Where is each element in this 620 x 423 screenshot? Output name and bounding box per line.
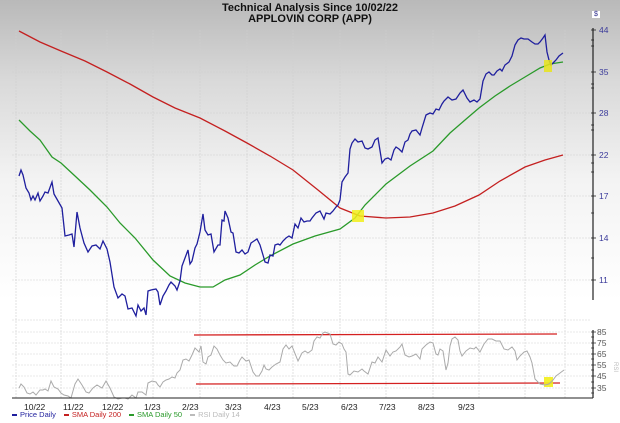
- price-tick-22: 22: [599, 150, 609, 160]
- legend-swatch-icon: [190, 413, 196, 416]
- legend-item-rsi: RSI Daily 14: [190, 410, 240, 419]
- rsi-tick-55: 55: [597, 360, 607, 370]
- month-label-mar-23: 3/23: [225, 402, 242, 412]
- chart-title: Technical Analysis Since 10/02/22: [221, 2, 399, 14]
- month-label-apr-23: 4/23: [264, 402, 281, 412]
- rsi-tick-85: 85: [597, 327, 607, 337]
- price-tick-28: 28: [599, 108, 609, 118]
- month-label-feb-23: 2/23: [182, 402, 199, 412]
- legend-label: RSI Daily 14: [198, 410, 240, 419]
- month-label-dec-22: 12/22: [102, 402, 124, 412]
- vertical-gridlines: [15, 30, 566, 398]
- sma-50-line: [18, 61, 564, 288]
- sma-touch-highlight: [544, 60, 552, 72]
- legend-swatch-icon: [129, 413, 135, 416]
- price-tick-17: 17: [599, 191, 609, 201]
- chart-legend: Price Daily SMA Daily 200 SMA Daily 50 R…: [12, 410, 240, 419]
- month-label-sep-23: 9/23: [458, 402, 475, 412]
- rsi-tick-75: 75: [597, 338, 607, 348]
- chart-subtitle: APPLOVIN CORP (APP): [248, 13, 372, 25]
- legend-item-sma-200: SMA Daily 200: [63, 410, 122, 419]
- month-label-may-23: 5/23: [302, 402, 319, 412]
- rsi-line: [18, 331, 565, 400]
- price-axis: 44 35 28 22 17 14 11: [591, 25, 609, 300]
- legend-item-sma-50: SMA Daily 50: [129, 410, 182, 419]
- price-tick-35: 35: [599, 67, 609, 77]
- month-label-jun-23: 6/23: [341, 402, 358, 412]
- legend-swatch-icon: [63, 413, 69, 416]
- month-label-oct-22: 10/22: [24, 402, 46, 412]
- price-tick-44: 44: [599, 25, 609, 35]
- rsi-gridlines: [12, 331, 590, 389]
- price-tick-14: 14: [599, 233, 609, 243]
- legend-label: Price Daily: [20, 410, 56, 419]
- legend-item-price: Price Daily: [12, 410, 56, 419]
- rsi-upper-band: [193, 333, 558, 336]
- month-label-jan-23: 1/23: [144, 402, 161, 412]
- golden-cross-highlight: [352, 210, 364, 222]
- legend-swatch-icon: [12, 413, 17, 416]
- month-label-jul-23: 7/23: [379, 402, 396, 412]
- legend-label: SMA Daily 50: [137, 410, 183, 419]
- rsi-axis: 85 75 65 55 45 35 RSI: [591, 327, 618, 398]
- rsi-highlight: [544, 377, 553, 387]
- price-gridlines: [12, 71, 590, 321]
- price-tick-11: 11: [599, 275, 608, 285]
- month-label-nov-22: 11/22: [63, 402, 84, 412]
- legend-label: SMA Daily 200: [71, 410, 122, 419]
- price-line: [18, 33, 564, 319]
- month-label-aug-23: 8/23: [418, 402, 435, 412]
- rsi-tick-45: 45: [597, 371, 607, 381]
- rsi-tick-65: 65: [597, 349, 607, 359]
- sma-200-line: [18, 30, 564, 219]
- rsi-lower-band: [195, 382, 561, 385]
- x-axis-labels: 10/22 11/22 12/22 1/23 2/23 3/23 4/23 5/…: [24, 402, 475, 412]
- price-unit-label: $: [592, 11, 600, 18]
- rsi-axis-label: RSI: [612, 362, 618, 372]
- rsi-tick-35: 35: [597, 383, 607, 393]
